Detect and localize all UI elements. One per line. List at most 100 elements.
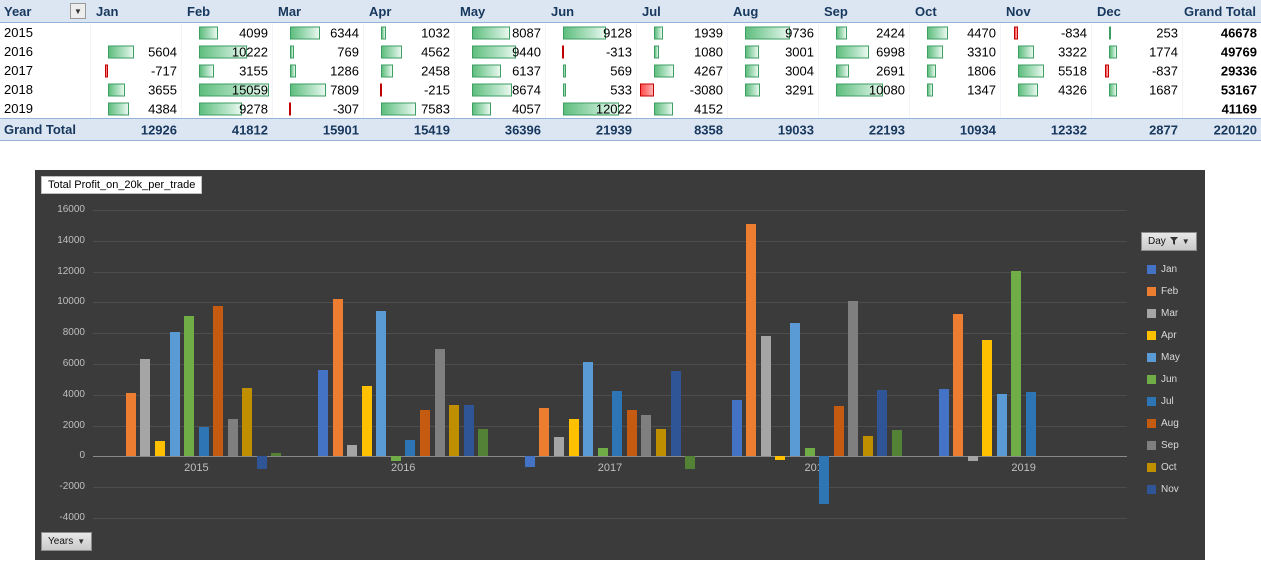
pivot-value-cell[interactable]: 6344	[272, 23, 363, 42]
year-filter-dropdown-icon[interactable]: ▼	[70, 3, 86, 19]
pivot-value-cell[interactable]: 9440	[454, 42, 545, 61]
pivot-value-cell[interactable]: 3655	[90, 80, 181, 99]
row-label-year[interactable]: 2019	[4, 101, 33, 116]
grand-total-value-cell[interactable]: 41812	[181, 119, 272, 140]
pivot-value-cell[interactable]: -215	[363, 80, 454, 99]
pivot-value-cell[interactable]	[727, 99, 818, 118]
pivot-value-cell[interactable]	[818, 99, 909, 118]
pivot-value-cell[interactable]: 9736	[727, 23, 818, 42]
month-header-feb[interactable]: Feb	[187, 3, 211, 19]
pivot-value-cell[interactable]: -307	[272, 99, 363, 118]
pivot-value-cell[interactable]: -3080	[636, 80, 727, 99]
legend-item-apr[interactable]: Apr	[1147, 324, 1205, 346]
pivot-value-cell[interactable]: 4152	[636, 99, 727, 118]
pivot-value-cell[interactable]: 1687	[1091, 80, 1182, 99]
pivot-value-cell[interactable]	[1091, 99, 1182, 118]
grand-total-value-cell[interactable]: 15419	[363, 119, 454, 140]
month-header-mar[interactable]: Mar	[278, 3, 302, 19]
row-label-year[interactable]: 2018	[4, 82, 33, 97]
pivot-value-cell[interactable]: 1774	[1091, 42, 1182, 61]
pivot-value-cell[interactable]: 2458	[363, 61, 454, 80]
pivot-value-cell[interactable]: 10222	[181, 42, 272, 61]
month-header-may[interactable]: May	[460, 3, 486, 19]
pivot-value-cell[interactable]: 12022	[545, 99, 636, 118]
grand-total-value-cell[interactable]: 36396	[454, 119, 545, 140]
month-header-oct[interactable]: Oct	[915, 3, 937, 19]
pivot-value-cell[interactable]: 1939	[636, 23, 727, 42]
pivot-value-cell[interactable]: 2691	[818, 61, 909, 80]
pivot-value-cell[interactable]: 1286	[272, 61, 363, 80]
pivot-value-cell[interactable]: 4470	[909, 23, 1000, 42]
pivot-value-cell[interactable]: 3310	[909, 42, 1000, 61]
pivot-value-cell[interactable]: 8087	[454, 23, 545, 42]
grand-total-value-cell[interactable]: 22193	[818, 119, 909, 140]
grand-total-value-cell[interactable]: 19033	[727, 119, 818, 140]
pivot-value-cell[interactable]: 769	[272, 42, 363, 61]
month-header-dec[interactable]: Dec	[1097, 3, 1121, 19]
pivot-value-cell[interactable]: 3291	[727, 80, 818, 99]
pivot-value-cell[interactable]: 3155	[181, 61, 272, 80]
row-label-year[interactable]: 2017	[4, 63, 33, 78]
pivot-value-cell[interactable]: 253	[1091, 23, 1182, 42]
grand-grand-total-cell[interactable]: 220120	[1182, 119, 1261, 140]
row-grand-total-cell[interactable]: 41169	[1182, 99, 1261, 118]
pivot-value-cell[interactable]: 2424	[818, 23, 909, 42]
legend-item-aug[interactable]: Aug	[1147, 412, 1205, 434]
pivot-value-cell[interactable]: 5518	[1000, 61, 1091, 80]
grand-total-value-cell[interactable]: 10934	[909, 119, 1000, 140]
row-label-year[interactable]: 2016	[4, 44, 33, 59]
pivot-value-cell[interactable]: 533	[545, 80, 636, 99]
legend-item-mar[interactable]: Mar	[1147, 302, 1205, 324]
legend-item-jul[interactable]: Jul	[1147, 390, 1205, 412]
pivot-value-cell[interactable]	[1000, 99, 1091, 118]
row-grand-total-cell[interactable]: 29336	[1182, 61, 1261, 80]
pivot-value-cell[interactable]: 4562	[363, 42, 454, 61]
pivot-value-cell[interactable]: 3322	[1000, 42, 1091, 61]
pivot-value-cell[interactable]: 4099	[181, 23, 272, 42]
pivot-value-cell[interactable]: 5604	[90, 42, 181, 61]
pivot-value-cell[interactable]: -717	[90, 61, 181, 80]
legend-item-jun[interactable]: Jun	[1147, 368, 1205, 390]
pivot-value-cell[interactable]: -313	[545, 42, 636, 61]
grand-total-value-cell[interactable]: 8358	[636, 119, 727, 140]
month-header-jan[interactable]: Jan	[96, 3, 119, 19]
pivot-value-cell[interactable]: 7583	[363, 99, 454, 118]
pivot-value-cell[interactable]: 1080	[636, 42, 727, 61]
pivot-value-cell[interactable]: 1347	[909, 80, 1000, 99]
row-grand-total-cell[interactable]: 49769	[1182, 42, 1261, 61]
grand-total-value-cell[interactable]: 21939	[545, 119, 636, 140]
month-header-jun[interactable]: Jun	[551, 3, 575, 19]
pivot-value-cell[interactable]: 10080	[818, 80, 909, 99]
month-header-nov[interactable]: Nov	[1006, 3, 1031, 19]
row-grand-total-cell[interactable]: 53167	[1182, 80, 1261, 99]
pivot-value-cell[interactable]	[909, 99, 1000, 118]
pivot-value-cell[interactable]: 9278	[181, 99, 272, 118]
month-header-sep[interactable]: Sep	[824, 3, 848, 19]
pivot-value-cell[interactable]	[90, 23, 181, 42]
pivot-value-cell[interactable]: 15059	[181, 80, 272, 99]
month-header-jul[interactable]: Jul	[642, 3, 661, 19]
pivot-value-cell[interactable]: 4326	[1000, 80, 1091, 99]
row-label-year[interactable]: 2015	[4, 25, 33, 40]
legend-item-oct[interactable]: Oct	[1147, 456, 1205, 478]
pivot-value-cell[interactable]: 569	[545, 61, 636, 80]
legend-item-feb[interactable]: Feb	[1147, 280, 1205, 302]
pivot-value-cell[interactable]: 4267	[636, 61, 727, 80]
pivot-value-cell[interactable]: 3001	[727, 42, 818, 61]
pivot-value-cell[interactable]: 9128	[545, 23, 636, 42]
month-header-apr[interactable]: Apr	[369, 3, 392, 19]
years-filter-button[interactable]: Years ▼	[41, 532, 93, 551]
pivot-value-cell[interactable]: 7809	[272, 80, 363, 99]
grand-total-value-cell[interactable]: 2877	[1091, 119, 1182, 140]
legend-item-nov[interactable]: Nov	[1147, 478, 1205, 500]
grand-total-value-cell[interactable]: 15901	[272, 119, 363, 140]
month-header-aug[interactable]: Aug	[733, 3, 759, 19]
pivot-value-cell[interactable]: 3004	[727, 61, 818, 80]
row-grand-total-cell[interactable]: 46678	[1182, 23, 1261, 42]
pivot-value-cell[interactable]: 4057	[454, 99, 545, 118]
pivot-value-cell[interactable]: 6998	[818, 42, 909, 61]
pivot-value-cell[interactable]: 1806	[909, 61, 1000, 80]
grand-total-value-cell[interactable]: 12926	[90, 119, 181, 140]
pivot-value-cell[interactable]: -834	[1000, 23, 1091, 42]
pivot-value-cell[interactable]: 6137	[454, 61, 545, 80]
